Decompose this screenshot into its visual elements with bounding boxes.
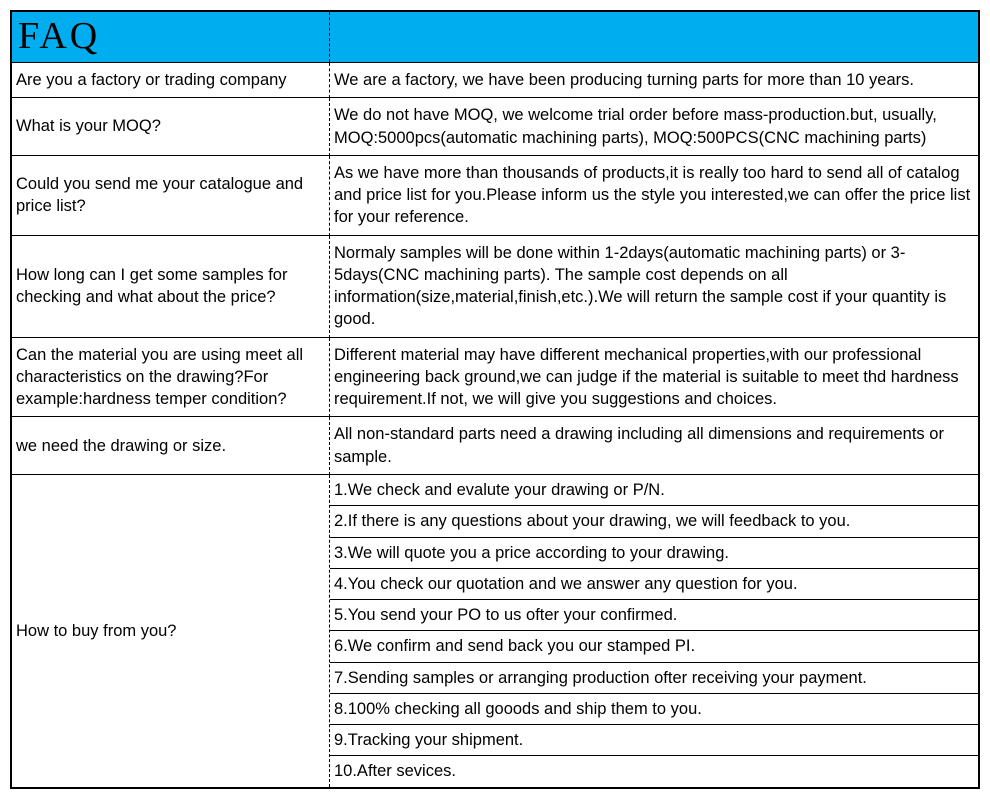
faq-row: Can the material you are using meet all … xyxy=(12,338,978,418)
faq-row: Are you a factory or trading company We … xyxy=(12,63,978,98)
faq-answer: We do not have MOQ, we welcome trial ord… xyxy=(330,98,978,156)
faq-row: we need the drawing or size. All non-sta… xyxy=(12,417,978,475)
faq-header-row: FAQ xyxy=(12,12,978,63)
faq-step: 1.We check and evalute your drawing or P… xyxy=(330,475,978,506)
faq-step: 6.We confirm and send back you our stamp… xyxy=(330,631,978,662)
faq-table: FAQ Are you a factory or trading company… xyxy=(10,10,980,789)
faq-title: FAQ xyxy=(12,12,330,62)
faq-answer-steps: 1.We check and evalute your drawing or P… xyxy=(330,475,978,787)
faq-answer: Normaly samples will be done within 1-2d… xyxy=(330,236,978,338)
faq-question: Could you send me your catalogue and pri… xyxy=(12,156,330,236)
faq-answer: We are a factory, we have been producing… xyxy=(330,63,978,98)
faq-question: we need the drawing or size. xyxy=(12,417,330,475)
faq-question: Are you a factory or trading company xyxy=(12,63,330,98)
faq-step: 10.After sevices. xyxy=(330,756,978,786)
faq-question: Can the material you are using meet all … xyxy=(12,338,330,418)
faq-step: 4.You check our quotation and we answer … xyxy=(330,569,978,600)
faq-step: 8.100% checking all gooods and ship them… xyxy=(330,694,978,725)
faq-row: Could you send me your catalogue and pri… xyxy=(12,156,978,236)
faq-answer: All non-standard parts need a drawing in… xyxy=(330,417,978,475)
faq-answer: Different material may have different me… xyxy=(330,338,978,418)
faq-row: How long can I get some samples for chec… xyxy=(12,236,978,338)
faq-question: How to buy from you? xyxy=(12,475,330,787)
faq-step: 3.We will quote you a price according to… xyxy=(330,538,978,569)
faq-step: 5.You send your PO to us ofter your conf… xyxy=(330,600,978,631)
faq-answer: As we have more than thousands of produc… xyxy=(330,156,978,236)
faq-header-spacer xyxy=(330,12,978,62)
faq-question: How long can I get some samples for chec… xyxy=(12,236,330,338)
faq-question: What is your MOQ? xyxy=(12,98,330,156)
faq-row: What is your MOQ? We do not have MOQ, we… xyxy=(12,98,978,156)
faq-step: 7.Sending samples or arranging productio… xyxy=(330,663,978,694)
faq-row: How to buy from you? 1.We check and eval… xyxy=(12,475,978,787)
faq-step: 2.If there is any questions about your d… xyxy=(330,506,978,537)
